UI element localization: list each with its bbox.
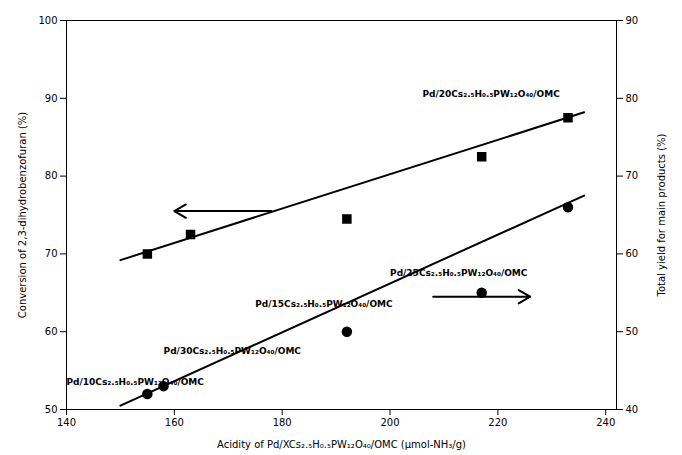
svg-text:60: 60 [45,326,58,337]
svg-text:Pd/25Cs₂.₅H₀.₅PW₁₂O₄₀/OMC: Pd/25Cs₂.₅H₀.₅PW₁₂O₄₀/OMC [390,268,528,278]
svg-text:80: 80 [626,93,639,104]
svg-text:Pd/15Cs₂.₅H₀.₅PW₁₂O₄₀/OMC: Pd/15Cs₂.₅H₀.₅PW₁₂O₄₀/OMC [255,299,393,309]
svg-text:140: 140 [57,417,76,428]
svg-text:Conversion of 2,3-dihydrobenzo: Conversion of 2,3-dihydrobenzofuran (%) [17,112,28,319]
svg-text:70: 70 [626,170,639,181]
svg-text:60: 60 [626,248,639,259]
svg-text:50: 50 [45,404,58,415]
svg-text:100: 100 [38,15,57,26]
svg-text:Acidity of Pd/XCs₂.₅H₀.₅PW₁₂O₄: Acidity of Pd/XCs₂.₅H₀.₅PW₁₂O₄₀/OMC (μmo… [217,439,466,450]
svg-text:Pd/30Cs₂.₅H₀.₅PW₁₂O₄₀/OMC: Pd/30Cs₂.₅H₀.₅PW₁₂O₄₀/OMC [164,346,302,356]
svg-text:80: 80 [45,170,58,181]
svg-text:40: 40 [626,404,639,415]
svg-text:160: 160 [165,417,184,428]
svg-text:90: 90 [45,93,58,104]
svg-text:200: 200 [380,417,399,428]
svg-text:90: 90 [626,15,639,26]
svg-text:Pd/10Cs₂.₅H₀.₅PW₁₂O₄₀/OMC: Pd/10Cs₂.₅H₀.₅PW₁₂O₄₀/OMC [67,377,205,387]
svg-text:180: 180 [273,417,292,428]
svg-text:240: 240 [596,417,615,428]
svg-text:Pd/20Cs₂.₅H₀.₅PW₁₂O₄₀/OMC: Pd/20Cs₂.₅H₀.₅PW₁₂O₄₀/OMC [422,89,560,99]
svg-text:70: 70 [45,248,58,259]
svg-text:Total yield for main products: Total yield for main products (%) [656,133,667,297]
svg-text:220: 220 [488,417,507,428]
svg-text:50: 50 [626,326,639,337]
